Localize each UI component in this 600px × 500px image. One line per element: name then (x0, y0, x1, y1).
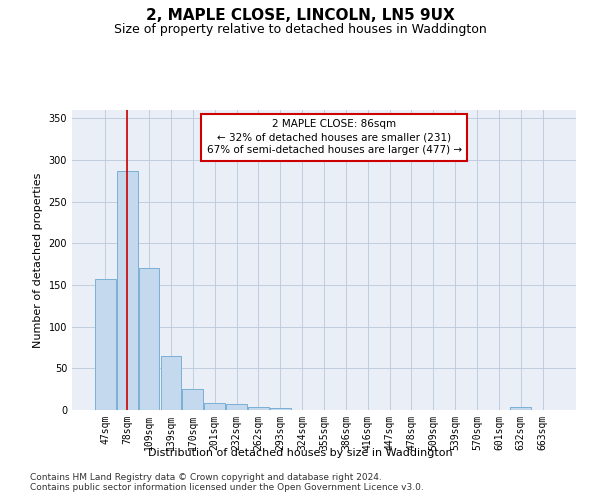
Text: Contains HM Land Registry data © Crown copyright and database right 2024.: Contains HM Land Registry data © Crown c… (30, 472, 382, 482)
Bar (161, 356, 181, 410)
Bar (139, 268, 160, 410)
Bar (248, 406, 269, 410)
Text: 2, MAPLE CLOSE, LINCOLN, LN5 9UX: 2, MAPLE CLOSE, LINCOLN, LN5 9UX (146, 8, 454, 22)
Bar (182, 389, 203, 410)
Bar (95, 279, 116, 410)
Y-axis label: Number of detached properties: Number of detached properties (33, 172, 43, 348)
Text: 2 MAPLE CLOSE: 86sqm
← 32% of detached houses are smaller (231)
67% of semi-deta: 2 MAPLE CLOSE: 86sqm ← 32% of detached h… (206, 119, 461, 156)
Text: Size of property relative to detached houses in Waddington: Size of property relative to detached ho… (113, 22, 487, 36)
Text: Contains public sector information licensed under the Open Government Licence v3: Contains public sector information licen… (30, 482, 424, 492)
Text: Distribution of detached houses by size in Waddington: Distribution of detached houses by size … (148, 448, 452, 458)
Bar (204, 402, 225, 410)
Bar (270, 408, 290, 410)
Bar (511, 406, 531, 410)
Bar (226, 404, 247, 410)
Bar (117, 171, 137, 410)
